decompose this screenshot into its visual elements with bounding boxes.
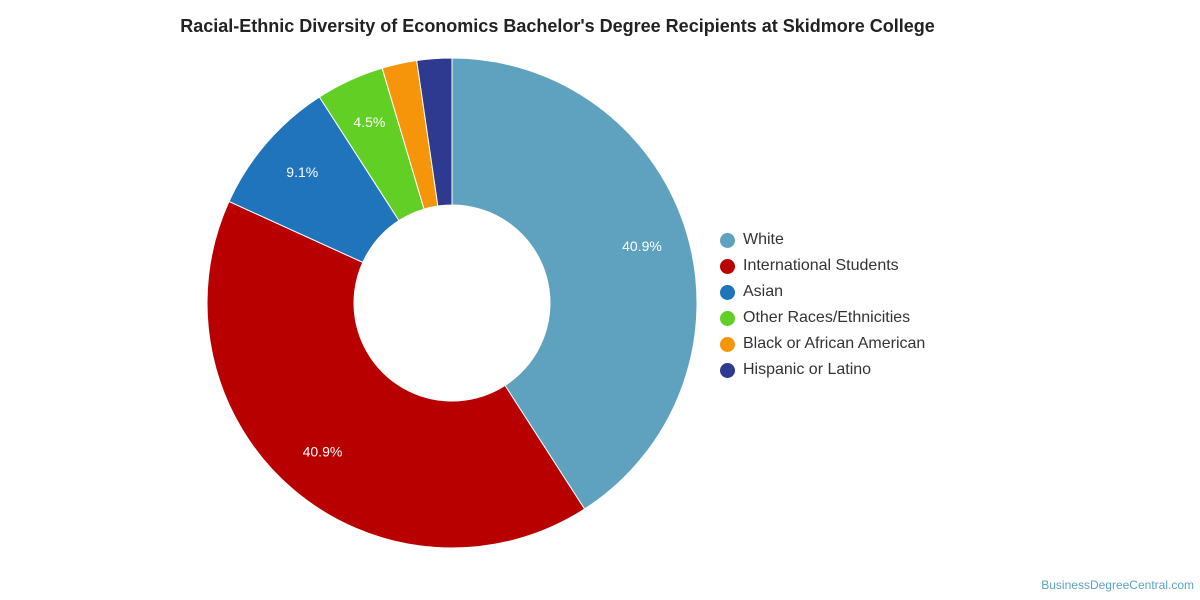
legend-label: White: [743, 231, 784, 248]
legend-swatch: [720, 232, 735, 248]
data-labels: 40.9% 40.9% 9.1% 4.5%: [286, 114, 662, 460]
slice-white[interactable]: [451, 57, 698, 510]
legend-swatch: [720, 258, 735, 274]
legend-swatch: [720, 362, 735, 378]
chart-title: Racial-Ethnic Diversity of Economics Bac…: [180, 16, 935, 36]
legend-label: International Students: [743, 257, 899, 274]
legend: White International Students Asian Other Ra…: [720, 227, 925, 383]
legend-label: Black or African American: [743, 335, 926, 352]
slice-international-students[interactable]: [206, 200, 586, 549]
data-label-asian: 9.1%: [286, 164, 318, 180]
legend-swatch: [720, 310, 735, 326]
legend-swatch: [720, 284, 735, 300]
legend-item-international-students[interactable]: International Students: [720, 253, 925, 279]
legend-item-white[interactable]: White: [720, 227, 925, 253]
legend-item-hispanic-or-latino[interactable]: Hispanic or Latino: [720, 357, 925, 383]
legend-label: Asian: [743, 283, 784, 300]
legend-item-asian[interactable]: Asian: [720, 279, 925, 305]
legend-swatch: [720, 336, 735, 352]
data-label-white: 40.9%: [622, 238, 662, 254]
donut-slices: [206, 57, 698, 549]
legend-item-other-races-ethnicities[interactable]: Other Races/Ethnicities: [720, 305, 925, 331]
legend-label: Other Races/Ethnicities: [743, 309, 911, 326]
legend-item-black-or-african-american[interactable]: Black or African American: [720, 331, 925, 357]
source-credit[interactable]: BusinessDegreeCentral.com: [1041, 578, 1194, 592]
legend-label: Hispanic or Latino: [743, 361, 872, 378]
data-label-international-students: 40.9%: [303, 443, 343, 459]
data-label-other-races-ethnicities: 4.5%: [353, 114, 385, 130]
slice-hispanic-or-latino[interactable]: [416, 57, 453, 207]
